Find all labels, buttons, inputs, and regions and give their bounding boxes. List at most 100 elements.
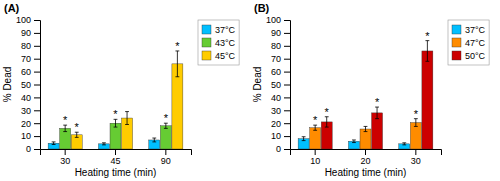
error-line <box>326 117 327 127</box>
x-tick: 30 <box>60 149 70 166</box>
bar <box>60 128 71 149</box>
y-axis-title: % Dead <box>252 67 263 103</box>
error-bar <box>414 119 418 127</box>
tick-mark <box>284 33 290 34</box>
error-cap <box>402 142 406 143</box>
tick-mark <box>415 149 416 155</box>
legend: 37°C43°C45°C <box>198 20 239 65</box>
tick-label: 60 <box>21 67 31 77</box>
error-cap <box>152 141 156 142</box>
error-bar <box>375 107 379 119</box>
y-tick: 90 <box>21 28 40 38</box>
error-cap <box>75 137 79 138</box>
tick-label: 10 <box>21 131 31 141</box>
error-cap <box>102 144 106 145</box>
error-bar <box>52 142 56 145</box>
error-cap <box>102 142 106 143</box>
panel: 0102030405060708090100102030*****Heating… <box>252 2 489 178</box>
error-cap <box>352 142 356 143</box>
y-tick: 30 <box>21 106 40 116</box>
error-bar <box>425 41 429 62</box>
error-bar <box>125 112 129 125</box>
error-cap <box>364 131 368 132</box>
y-tick: 10 <box>271 131 290 141</box>
y-tick: 10 <box>21 131 40 141</box>
tick-label: 30 <box>21 106 31 116</box>
error-cap <box>152 138 156 139</box>
legend-frame <box>198 20 239 65</box>
annotation: * <box>164 112 169 124</box>
y-tick: 90 <box>271 28 290 38</box>
error-line <box>177 51 178 77</box>
bar <box>410 123 421 149</box>
y-tick: 60 <box>271 67 290 77</box>
tick-label: 30 <box>411 156 421 166</box>
y-tick: 30 <box>271 106 290 116</box>
error-cap <box>364 126 368 127</box>
tick-label: 80 <box>21 41 31 51</box>
tick-mark <box>284 123 290 124</box>
tick-label: 10 <box>271 131 281 141</box>
tick-mark <box>284 149 290 150</box>
title: (A) <box>4 2 20 14</box>
tick-label: 90 <box>271 28 281 38</box>
y-tick: 40 <box>271 93 290 103</box>
legend-label: 37°C <box>215 25 236 35</box>
error-cap <box>414 126 418 127</box>
annotation: * <box>63 114 68 126</box>
tick-mark <box>34 136 40 137</box>
error-cap <box>114 127 118 128</box>
x-tick: 20 <box>360 149 370 166</box>
legend-item: 43°C <box>202 38 236 48</box>
error-line <box>127 112 128 125</box>
tick-mark <box>284 110 290 111</box>
y-axis: 0102030405060708090100 <box>266 15 291 154</box>
annotations: ***** <box>63 40 180 133</box>
x-tick: 90 <box>161 149 171 166</box>
tick-label: 90 <box>161 156 171 166</box>
panel: 0102030405060708090100304590*****Heating… <box>2 2 239 178</box>
bar <box>310 128 321 149</box>
annotation: * <box>75 121 80 133</box>
legend-frame <box>448 20 489 65</box>
error-cap <box>125 124 129 125</box>
error-line <box>365 126 366 131</box>
error-bar <box>364 126 368 131</box>
y-tick: 0 <box>26 144 40 154</box>
legend-label: 37°C <box>465 25 486 35</box>
error-bar <box>402 143 406 145</box>
x-tick: 30 <box>411 149 421 166</box>
error-cap <box>402 144 406 145</box>
tick-mark <box>34 72 40 73</box>
tick-mark <box>115 149 116 155</box>
tick-label: 0 <box>276 144 281 154</box>
y-tick: 70 <box>271 54 290 64</box>
tick-mark <box>315 149 316 155</box>
y-tick: 70 <box>21 54 40 64</box>
tick-label: 40 <box>21 93 31 103</box>
y-tick: 80 <box>271 41 290 51</box>
tick-mark <box>365 149 366 155</box>
series <box>60 119 172 149</box>
error-cap <box>313 130 317 131</box>
tick-mark <box>284 85 290 86</box>
bar <box>110 123 121 149</box>
axis-line <box>284 21 291 150</box>
tick-label: 30 <box>60 156 70 166</box>
tick-label: 50 <box>271 80 281 90</box>
y-tick: 20 <box>271 119 290 129</box>
error-cap <box>63 131 67 132</box>
x-axis: 102030 <box>291 149 442 166</box>
tick-label: 100 <box>16 15 31 25</box>
error-bar <box>302 137 306 141</box>
tick-label: 70 <box>271 54 281 64</box>
error-bar <box>352 140 356 143</box>
legend-swatch <box>202 25 211 34</box>
error-cap <box>302 140 306 141</box>
x-tick: 45 <box>110 149 120 166</box>
tick-mark <box>34 85 40 86</box>
annotation: * <box>175 40 180 52</box>
error-cap <box>52 141 56 142</box>
tick-label: 20 <box>360 156 370 166</box>
bar <box>160 126 171 149</box>
